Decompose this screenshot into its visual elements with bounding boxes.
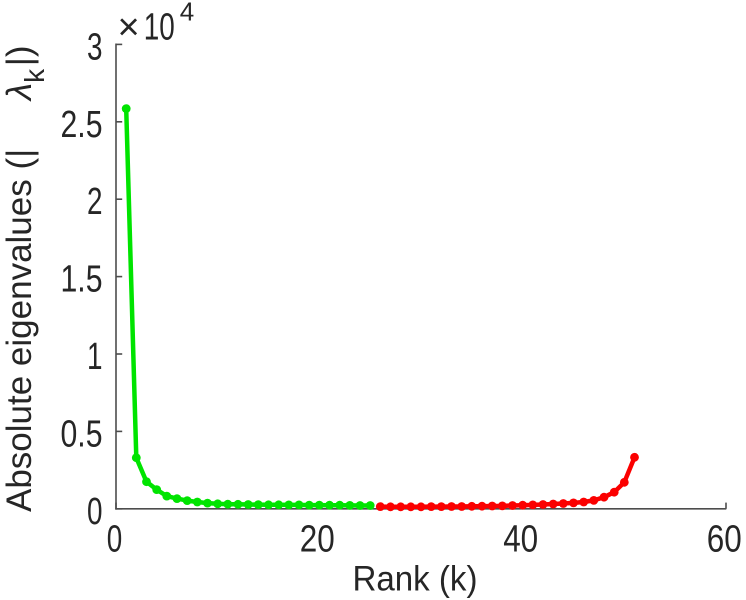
svg-text:×104: × 10 4 — [118, 0, 195, 49]
svg-text:2: 2 — [87, 181, 103, 223]
svg-text:1.5: 1.5 — [61, 259, 103, 301]
svg-text:20: 20 — [300, 519, 335, 561]
svg-text:0: 0 — [107, 519, 123, 561]
svg-text:0.5: 0.5 — [61, 413, 103, 455]
svg-text:3: 3 — [87, 26, 103, 68]
svg-text:40: 40 — [503, 519, 538, 561]
svg-text:1: 1 — [87, 336, 103, 378]
svg-text:Rank (k): Rank (k) — [353, 560, 478, 599]
svg-text:0: 0 — [87, 491, 103, 533]
svg-text:60: 60 — [707, 519, 742, 561]
svg-text:2.5: 2.5 — [61, 104, 103, 146]
